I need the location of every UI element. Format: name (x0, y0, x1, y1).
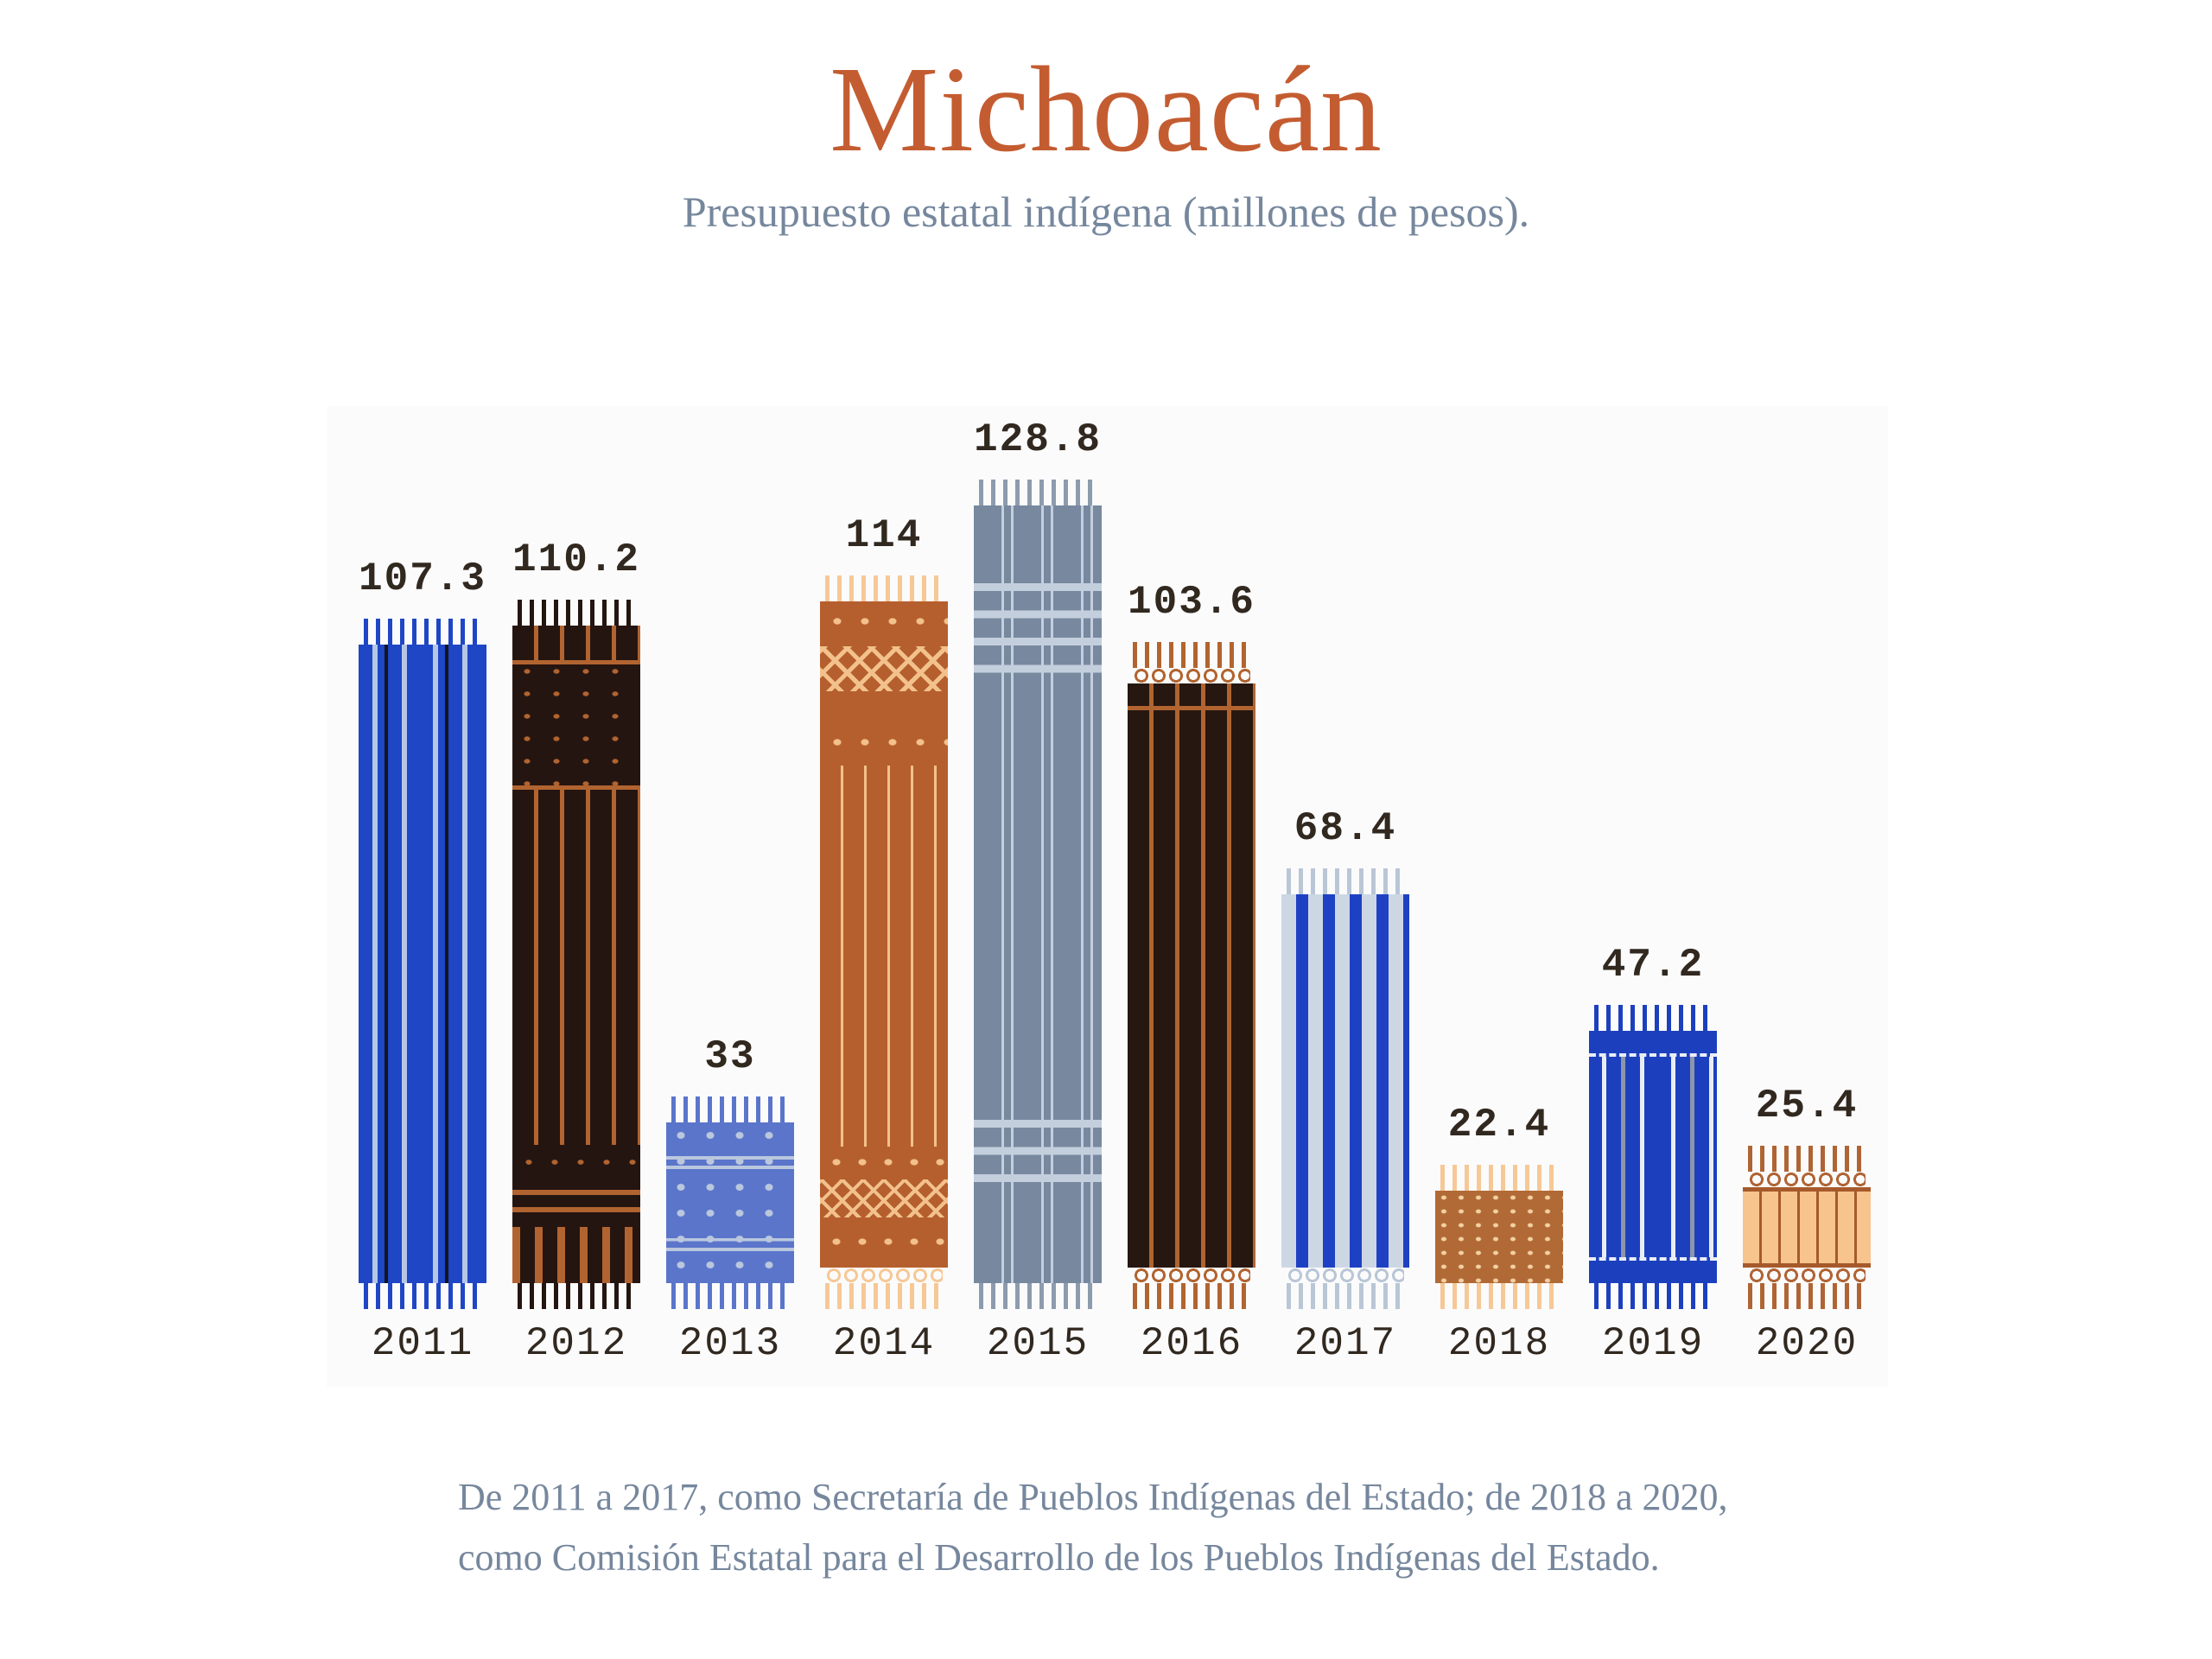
page-title: Michoacán (830, 41, 1382, 177)
bar-group-2019: 47.2 2019 (1576, 943, 1730, 1366)
bar-group-2013: 33 2013 (653, 1034, 807, 1366)
fringe-top (978, 480, 1097, 505)
fringe-bottom (1593, 1283, 1713, 1309)
bar-value-label: 25.4 (1755, 1084, 1859, 1128)
cloth-body (820, 601, 948, 1268)
bar-value-label: 68.4 (1294, 806, 1397, 851)
bar-year-label: 2018 (1447, 1321, 1551, 1366)
fringe-bottom (517, 1283, 636, 1309)
bar-group-2016: 103.6 2016 (1115, 580, 1268, 1366)
fringe-bottom (363, 1283, 482, 1309)
cloth-body (1128, 683, 1255, 1268)
fringe-top (1286, 868, 1405, 894)
fringe-top (1132, 642, 1251, 683)
bar-year-label: 2014 (832, 1321, 936, 1366)
cloth-body (974, 505, 1102, 1283)
fringe-bottom (1132, 1268, 1251, 1309)
bar-year-label: 2011 (371, 1321, 474, 1366)
textile-bar-2012 (512, 600, 640, 1309)
fringe-top (671, 1096, 790, 1122)
bar-group-2014: 114 2014 (807, 513, 961, 1366)
fringe-bottom (978, 1283, 1097, 1309)
textile-bar-2020 (1743, 1146, 1871, 1309)
cloth-body (1743, 1187, 1871, 1268)
cloth-body (1281, 894, 1409, 1268)
chart-area: 107.3 2011 110.2 2012 33 2013 114 2014 128.8 2015… (327, 406, 1888, 1387)
bar-year-label: 2013 (678, 1321, 782, 1366)
bars-row: 107.3 2011 110.2 2012 33 2013 114 2014 128.8 2015… (327, 417, 1888, 1366)
fringe-top (1747, 1146, 1866, 1187)
bar-year-label: 2020 (1755, 1321, 1859, 1366)
title-block: Michoacán Presupuesto estatal indígena (… (0, 41, 2212, 238)
bar-year-label: 2016 (1140, 1321, 1243, 1366)
bar-group-2017: 68.4 2017 (1268, 806, 1422, 1366)
fringe-bottom (671, 1283, 790, 1309)
bar-group-2020: 25.4 2020 (1730, 1084, 1884, 1366)
fringe-top (517, 600, 636, 626)
textile-bar-2019 (1589, 1005, 1717, 1309)
fringe-bottom (1440, 1283, 1559, 1309)
bar-year-label: 2012 (524, 1321, 628, 1366)
footer-note-line2: como Comisión Estatal para el Desarrollo… (458, 1536, 1660, 1580)
fringe-bottom (824, 1268, 944, 1309)
textile-bar-2014 (820, 575, 948, 1309)
cloth-body (512, 626, 640, 1283)
textile-bar-2013 (666, 1096, 794, 1309)
footer-note-line1: De 2011 a 2017, como Secretaría de Puebl… (458, 1476, 1728, 1518)
cloth-body (359, 645, 486, 1283)
fringe-top (1593, 1005, 1713, 1031)
fringe-top (824, 575, 944, 601)
textile-bar-2015 (974, 480, 1102, 1309)
bar-value-label: 47.2 (1601, 943, 1705, 988)
fringe-top (1440, 1165, 1559, 1191)
fringe-bottom (1286, 1268, 1405, 1309)
cloth-body (1435, 1191, 1563, 1283)
bar-value-label: 107.3 (358, 556, 487, 601)
bar-value-label: 128.8 (973, 417, 1103, 462)
textile-bar-2018 (1435, 1165, 1563, 1309)
bar-group-2012: 110.2 2012 (499, 537, 653, 1366)
bar-year-label: 2017 (1294, 1321, 1397, 1366)
bar-value-label: 103.6 (1127, 580, 1256, 625)
cloth-body (666, 1122, 794, 1283)
bar-value-label: 110.2 (512, 537, 641, 582)
page-subtitle: Presupuesto estatal indígena (millones d… (682, 188, 1530, 237)
footer-note: De 2011 a 2017, como Secretaría de Puebl… (458, 1467, 1771, 1589)
textile-bar-2016 (1128, 642, 1255, 1309)
bar-year-label: 2019 (1601, 1321, 1705, 1366)
textile-bar-2017 (1281, 868, 1409, 1309)
bar-value-label: 33 (704, 1034, 756, 1079)
bar-group-2011: 107.3 2011 (346, 556, 499, 1366)
textile-bar-2011 (359, 619, 486, 1309)
bar-year-label: 2015 (986, 1321, 1090, 1366)
fringe-top (363, 619, 482, 645)
bar-group-2018: 22.4 2018 (1422, 1103, 1576, 1366)
bar-value-label: 22.4 (1447, 1103, 1551, 1147)
bar-value-label: 114 (845, 513, 923, 558)
bar-group-2015: 128.8 2015 (961, 417, 1115, 1366)
fringe-bottom (1747, 1268, 1866, 1309)
cloth-body (1589, 1031, 1717, 1283)
